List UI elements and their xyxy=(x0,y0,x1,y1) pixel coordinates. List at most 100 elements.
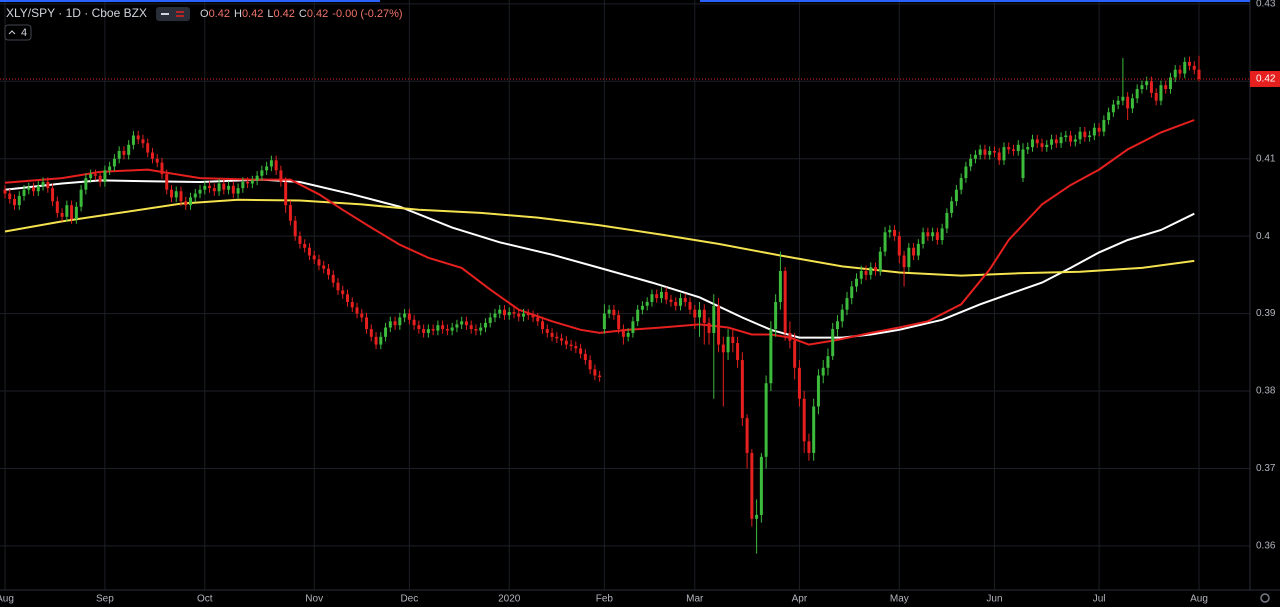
candle-body xyxy=(569,344,573,347)
quote-part: 0.42 xyxy=(209,8,230,20)
candle-body xyxy=(55,201,59,213)
candle-body xyxy=(598,375,602,378)
candle-body xyxy=(93,174,97,176)
candle-body xyxy=(1064,135,1068,138)
candle-body xyxy=(146,143,150,153)
header-icons[interactable] xyxy=(156,7,190,21)
candle-body xyxy=(883,232,887,252)
quote-part: L xyxy=(267,8,273,20)
candle-body xyxy=(174,191,178,198)
candle-body xyxy=(897,236,901,256)
candle-body xyxy=(46,181,50,189)
moving-averages xyxy=(4,119,1195,346)
indicator-toggle[interactable] xyxy=(4,24,32,41)
candle-body xyxy=(331,274,335,283)
candle-body xyxy=(269,160,273,167)
candle-body xyxy=(1173,69,1177,78)
candle-body xyxy=(122,150,126,155)
candle-body xyxy=(1164,85,1168,90)
candle-body xyxy=(835,321,839,330)
candle-body xyxy=(555,336,559,339)
candle-body xyxy=(307,247,311,256)
candle-body xyxy=(369,329,373,337)
candle-body xyxy=(431,329,435,331)
candle-body xyxy=(983,149,987,155)
moving-average-line xyxy=(4,119,1195,346)
candle-body xyxy=(279,170,283,182)
candle-body xyxy=(812,406,816,453)
candle-body xyxy=(1168,77,1172,90)
candle-body xyxy=(36,185,40,192)
candle-body xyxy=(1002,147,1006,161)
candle-body xyxy=(864,270,868,275)
candle-body xyxy=(992,150,996,153)
candle-body xyxy=(1159,85,1163,101)
candle-body xyxy=(493,313,497,318)
candle-body xyxy=(850,286,854,299)
candle-body xyxy=(155,158,159,163)
candle-body xyxy=(445,329,449,331)
candle-body xyxy=(231,185,235,194)
candle-body xyxy=(736,343,740,361)
candle-body xyxy=(640,305,644,310)
candle-body xyxy=(907,247,911,268)
candle-body xyxy=(1187,61,1191,66)
candle-body xyxy=(227,185,231,190)
candle-body xyxy=(198,189,202,194)
candle-body xyxy=(669,299,673,302)
candle-body xyxy=(203,185,207,190)
candle-body xyxy=(1149,81,1153,93)
candle-body xyxy=(579,348,583,354)
candle-body xyxy=(103,170,107,182)
candle-body xyxy=(1197,69,1201,79)
candle-body xyxy=(298,236,302,244)
candle-body xyxy=(593,369,597,376)
candle-body xyxy=(89,174,93,179)
candle-body xyxy=(393,321,397,326)
candle-body xyxy=(1111,104,1115,113)
candle-body xyxy=(179,191,183,202)
candle-body xyxy=(1154,92,1158,101)
icon xyxy=(161,13,169,15)
candle-body xyxy=(702,309,706,323)
candle-body xyxy=(417,325,421,330)
candle-body xyxy=(441,325,445,330)
candle-body xyxy=(212,188,216,192)
last-price-box xyxy=(1250,70,1280,87)
candle-body xyxy=(412,319,416,326)
candle-body xyxy=(1073,139,1077,142)
candle-body xyxy=(621,329,625,337)
candle-body xyxy=(1097,127,1101,132)
quote-part: 0.42 xyxy=(273,8,294,20)
candle-body xyxy=(1183,61,1187,74)
candle-body xyxy=(469,325,473,330)
candle-body xyxy=(921,232,925,244)
candle-body xyxy=(350,301,354,308)
candle-body xyxy=(1011,149,1015,151)
candle-body xyxy=(150,152,154,159)
candle-body xyxy=(721,344,725,353)
x-tick-label: Aug xyxy=(1190,594,1208,605)
candle-body xyxy=(407,313,411,320)
candle-body xyxy=(488,317,492,323)
candle-body xyxy=(550,332,554,337)
indicator-count: 4 xyxy=(21,27,27,39)
candle-body xyxy=(1078,131,1082,140)
candle-body xyxy=(260,170,264,176)
x-tick-label: Aug xyxy=(0,594,14,605)
candle-body xyxy=(954,189,958,202)
x-tick-label: Nov xyxy=(305,594,323,605)
x-tick-label: Mar xyxy=(686,594,704,605)
symbol-title: XLY/SPY · 1D · Cboe BZX xyxy=(6,6,147,20)
candle-body xyxy=(821,367,825,376)
candle-body xyxy=(536,317,540,322)
candle-body xyxy=(222,183,226,190)
candle-body xyxy=(997,152,1001,161)
settings-button[interactable] xyxy=(1260,593,1270,603)
candle-body xyxy=(274,160,278,171)
candle-body xyxy=(926,232,930,237)
candle-body xyxy=(793,340,797,368)
candle-body xyxy=(136,135,140,140)
quote-part: 0.42 xyxy=(242,8,263,20)
